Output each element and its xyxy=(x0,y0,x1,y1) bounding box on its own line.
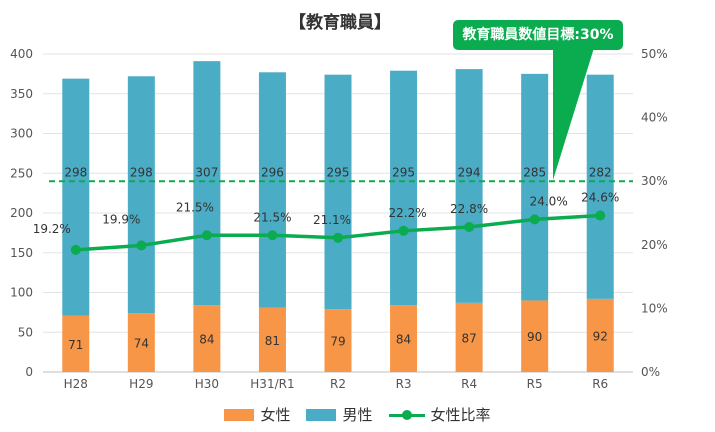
chart-title: 【教育職員】 xyxy=(289,13,391,33)
y-right-tick-label: 10% xyxy=(641,301,668,315)
bar-female xyxy=(455,302,483,372)
bar-female xyxy=(62,315,90,372)
ratio-data-label: 22.2% xyxy=(388,206,426,220)
bar-male xyxy=(258,72,286,308)
data-label-female: 84 xyxy=(199,333,214,347)
ratio-data-label: 21.5% xyxy=(253,210,291,224)
y-right-tick-label: 30% xyxy=(641,174,668,188)
legend-label-female: 女性 xyxy=(260,406,291,424)
x-tick-label: H30 xyxy=(195,377,219,391)
data-label-female: 79 xyxy=(330,335,345,349)
legend-swatch-male xyxy=(306,408,337,421)
bar-male xyxy=(324,74,352,310)
ratio-point xyxy=(398,225,409,236)
legend-label-male: 男性 xyxy=(342,406,373,424)
y-right-tick-label: 20% xyxy=(641,238,668,252)
y-left-tick-label: 350 xyxy=(10,87,33,101)
data-label-male: 298 xyxy=(64,165,87,179)
ratio-data-label: 22.8% xyxy=(450,202,488,216)
ratio-data-label: 19.9% xyxy=(102,212,140,226)
target-callout: 教育職員数値目標:30% xyxy=(453,20,623,50)
x-tick-label: H29 xyxy=(129,377,153,391)
legend-swatch-female xyxy=(224,408,255,421)
y-left-tick-label: 250 xyxy=(10,166,33,180)
data-label-male: 295 xyxy=(392,165,415,179)
legend-swatch-ratio xyxy=(388,409,425,421)
y-right-tick-label: 50% xyxy=(641,47,668,61)
data-label-male: 307 xyxy=(195,165,218,179)
y-left-tick-label: 400 xyxy=(10,47,33,61)
data-label-male: 298 xyxy=(130,165,153,179)
data-label-male: 285 xyxy=(523,165,546,179)
y-left-tick-label: 50 xyxy=(18,325,33,339)
data-label-female: 92 xyxy=(593,329,608,343)
ratio-data-label: 21.1% xyxy=(313,213,351,227)
x-tick-label: R6 xyxy=(592,377,608,391)
data-label-female: 87 xyxy=(461,331,476,345)
ratio-point xyxy=(267,230,278,241)
bar-male xyxy=(521,73,549,301)
legend-label-ratio: 女性比率 xyxy=(430,406,491,424)
bar-female xyxy=(586,298,614,372)
data-label-female: 71 xyxy=(68,338,83,352)
ratio-data-label: 24.6% xyxy=(581,191,619,205)
data-label-male: 295 xyxy=(327,165,350,179)
bar-female xyxy=(390,305,418,372)
ratio-point xyxy=(595,210,606,221)
bar-male xyxy=(390,70,418,306)
x-tick-label: R2 xyxy=(330,377,346,391)
legend-item-female: 女性 xyxy=(224,404,290,425)
ratio-point xyxy=(201,230,212,241)
y-right-tick-label: 40% xyxy=(641,111,668,125)
target-callout-pointer xyxy=(553,48,594,180)
ratio-point xyxy=(70,244,81,255)
bar-female xyxy=(127,313,155,372)
data-label-male: 282 xyxy=(589,165,612,179)
bar-male xyxy=(455,69,483,303)
bar-male xyxy=(586,74,614,299)
data-label-female: 81 xyxy=(265,334,280,348)
bar-female xyxy=(324,309,352,372)
y-right-tick-label: 0% xyxy=(641,365,660,379)
data-label-female: 84 xyxy=(396,333,411,347)
x-tick-label: R4 xyxy=(461,377,477,391)
bar-male xyxy=(127,76,155,314)
y-left-tick-label: 200 xyxy=(10,206,33,220)
ratio-point xyxy=(333,232,343,243)
x-tick-label: H31/R1 xyxy=(250,377,294,391)
bar-female xyxy=(193,305,221,372)
ratio-data-label: 24.0% xyxy=(530,194,568,208)
y-left-tick-label: 0 xyxy=(25,365,33,379)
data-label-male: 296 xyxy=(261,165,284,179)
bar-male xyxy=(193,61,221,306)
bar-female xyxy=(521,300,549,372)
legend-item-male: 男性 xyxy=(306,404,373,425)
y-left-tick-label: 300 xyxy=(10,127,33,141)
y-left-tick-label: 150 xyxy=(10,246,33,260)
bar-female xyxy=(258,307,286,372)
y-left-tick-label: 100 xyxy=(10,286,33,300)
bar-male xyxy=(62,78,90,316)
data-label-female: 74 xyxy=(134,337,149,351)
x-tick-label: R3 xyxy=(396,377,412,391)
ratio-data-label: 19.2% xyxy=(33,222,71,236)
data-label-female: 90 xyxy=(527,330,542,344)
ratio-data-label: 21.5% xyxy=(176,200,214,214)
x-tick-label: H28 xyxy=(64,377,88,391)
ratio-point xyxy=(529,214,540,225)
ratio-point xyxy=(464,221,475,232)
x-tick-label: R5 xyxy=(527,377,543,391)
legend-item-ratio: 女性比率 xyxy=(388,404,491,425)
ratio-point xyxy=(136,240,147,251)
data-label-male: 294 xyxy=(458,165,481,179)
chart-legend: 女性 男性 女性比率 xyxy=(0,404,715,425)
